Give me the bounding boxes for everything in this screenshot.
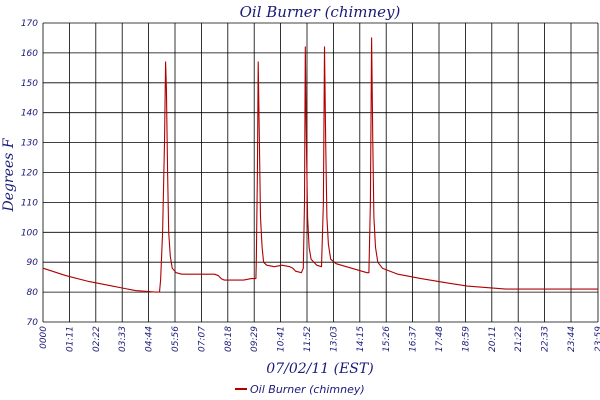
x-tick-label: 20:11 <box>488 326 498 352</box>
y-tick-label: 100 <box>21 228 38 238</box>
x-tick-label: 16:37 <box>409 326 419 352</box>
x-tick-label: 05:56 <box>171 326 181 352</box>
y-tick-label: 130 <box>21 139 38 149</box>
grid <box>42 22 599 323</box>
chart-title: Oil Burner (chimney) <box>240 3 401 21</box>
x-tick-label: 22:33 <box>541 326 551 352</box>
x-tick-label: 09:29 <box>250 326 260 352</box>
series-layer <box>42 37 598 293</box>
x-tick-label: 18:59 <box>461 326 471 352</box>
x-tick-label: 08:18 <box>224 326 234 352</box>
y-tick-label: 140 <box>21 109 38 119</box>
x-axis-label: 07/02/11 (EST) <box>266 361 373 377</box>
x-tick-label: 11:52 <box>303 326 313 352</box>
y-tick-label: 110 <box>21 198 38 208</box>
x-tick-label: 07:07 <box>197 326 207 352</box>
x-tick-label: 03:33 <box>118 326 128 352</box>
x-tick-label: 01:11 <box>65 326 75 352</box>
x-tick-label: 02:22 <box>92 326 102 352</box>
x-tick-label: 15:26 <box>382 326 392 352</box>
y-tick-label: 150 <box>21 79 38 89</box>
y-axis-label: Degrees F <box>1 137 17 212</box>
y-tick-label: 170 <box>21 19 38 29</box>
x-tick-label: 17:48 <box>435 326 445 352</box>
y-tick-label: 160 <box>21 49 38 59</box>
series-line <box>42 37 598 293</box>
y-tick-label: 120 <box>21 169 38 179</box>
x-tick-label: 13:03 <box>329 326 339 352</box>
x-tick-label: 23:44 <box>567 326 577 352</box>
x-tick-label: 14:15 <box>356 326 366 352</box>
legend-label: Oil Burner (chimney) <box>250 383 365 396</box>
x-tick-label: 10:41 <box>277 326 287 352</box>
x-tick-label: 21:22 <box>514 326 524 352</box>
y-tick-label: 80 <box>27 288 39 298</box>
y-tick-labels: 70 80 90 100 110 120 130 140 150 160 170 <box>21 19 38 328</box>
y-tick-label: 70 <box>27 318 39 328</box>
x-tick-labels: 0000 01:11 02:22 03:33 04:44 05:56 07:07 08:18 0… <box>39 326 600 352</box>
legend: Oil Burner (chimney) <box>235 383 365 396</box>
x-tick-label: 04:44 <box>145 326 155 352</box>
x-tick-label: 23:59 <box>594 326 600 352</box>
y-tick-label: 90 <box>27 258 39 268</box>
x-tick-label: 0000 <box>39 326 49 349</box>
